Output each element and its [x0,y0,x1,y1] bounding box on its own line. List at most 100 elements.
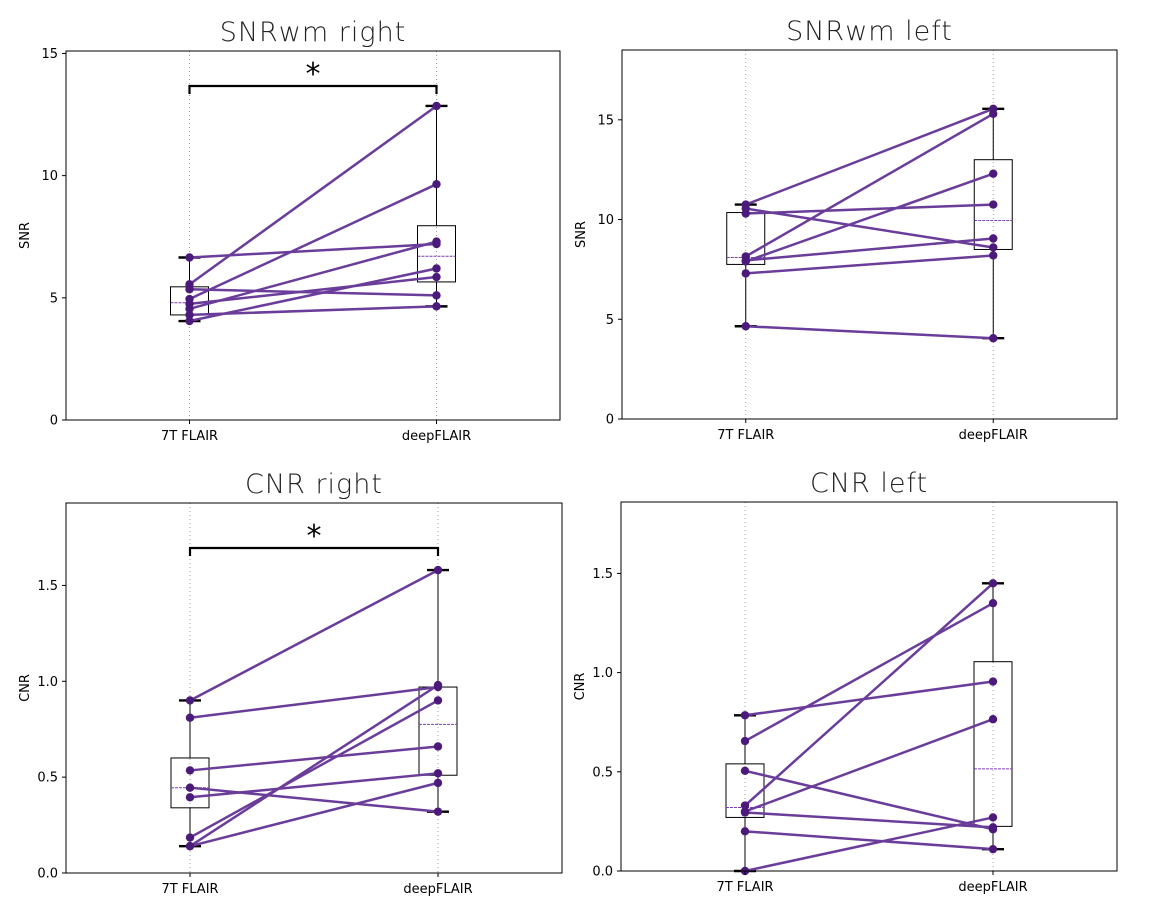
data-point-deep [432,237,441,246]
data-point-7t [185,285,194,294]
y-tick-label: 10 [41,169,58,184]
data-point-7t [185,310,194,320]
x-tick-label: deepFLAIR [403,882,472,897]
x-tick-label: 7T FLAIR [716,880,773,895]
data-point-deep [432,291,441,300]
data-point-7t [740,801,750,810]
data-point-7t [185,833,195,842]
data-point-deep [433,769,443,778]
pair-line [188,699,440,839]
y-axis-label: SNR [18,222,33,249]
pair-line [744,254,995,275]
axes-frame [621,49,1118,420]
pair-line [188,683,440,848]
y-tick-label: 0.0 [37,867,58,882]
y-tick-label: 15 [41,47,58,62]
pair-line [744,203,995,215]
y-tick-label: 0 [50,414,58,429]
data-point-7t [741,209,750,218]
pair-line [188,275,438,306]
pair-line [743,680,995,717]
pair-line [744,325,995,340]
data-point-deep [433,680,443,690]
pair-line [743,769,995,831]
data-point-deep [433,565,443,575]
data-point-deep [432,101,441,111]
pair-line [188,568,440,702]
panel-2: SNRwm left 0 5 10 15 7T FLAIR deepFLAIR SNR [574,16,1118,443]
data-point-7t [185,841,195,851]
data-point-deep [988,677,998,686]
data-point-deep [988,715,998,724]
data-point-deep [989,169,998,178]
pair-line [743,601,995,743]
data-point-7t [185,766,195,775]
data-point-7t [185,304,194,314]
pair-line [188,786,440,813]
chart-title: CNR right [245,469,383,500]
data-point-deep [989,251,998,260]
pair-line [188,288,438,297]
data-point-deep [432,264,441,273]
data-point-7t [741,269,750,278]
significance-bracket [188,84,438,94]
axes-frame [65,502,563,874]
data-point-deep [433,696,443,705]
y-axis-label: SNR [574,221,589,248]
box-iqr [417,225,456,283]
panel-1: SNRwm right * 0 5 10 15 7T FLAIR deepFLAIR SNR [18,17,561,444]
pair-line [743,717,995,813]
data-point-deep [989,234,998,243]
pair-line [188,772,440,799]
y-tick-label: 5 [606,313,614,328]
axes-frame [620,501,1118,872]
pair-line [188,182,438,301]
pair-line [743,582,995,807]
y-tick-label: 0.5 [592,765,613,780]
data-point-deep [432,302,441,311]
chart-title: SNRwm right [220,17,407,48]
y-tick-label: 15 [597,113,614,128]
data-point-7t [740,711,750,720]
pair-line [744,112,995,258]
data-point-deep [989,200,998,209]
box-iqr [725,763,765,818]
data-point-7t [741,322,750,331]
data-point-deep [989,243,998,252]
x-tick-label: 7T FLAIR [161,882,218,897]
data-point-deep [988,598,998,608]
x-tick-label: deepFLAIR [958,880,1027,895]
data-point-deep [432,272,441,282]
pair-line [743,811,995,829]
data-point-7t [740,808,750,817]
pair-line [743,830,995,851]
data-point-deep [988,579,998,588]
axes-frame [65,50,561,421]
data-point-7t [185,713,195,722]
chart-title: SNRwm left [786,16,953,47]
y-tick-label: 1.5 [592,567,613,582]
pair-line [188,745,440,772]
pair-line [188,685,440,719]
y-tick-label: 0 [606,413,614,428]
significance-star: * [306,57,321,92]
data-point-deep [432,179,441,189]
pair-line [743,816,995,873]
data-point-deep [988,813,998,822]
panel-3: CNR right * 0.0 0.5 1.0 1.5 7T FLAIR deepFLAIR C… [18,469,563,897]
y-axis-label: CNR [573,673,588,701]
x-tick-label: 7T FLAIR [717,428,774,443]
pair-line [188,781,440,848]
data-point-deep [433,742,443,751]
data-point-7t [740,766,750,776]
data-point-deep [989,109,998,119]
pair-line [188,267,438,323]
pair-line [188,240,438,311]
box-iqr [170,757,210,809]
pair-line [744,172,995,263]
data-point-7t [185,783,195,792]
x-tick-label: 7T FLAIR [161,429,218,444]
data-point-deep [988,823,998,832]
data-point-deep [433,778,443,788]
